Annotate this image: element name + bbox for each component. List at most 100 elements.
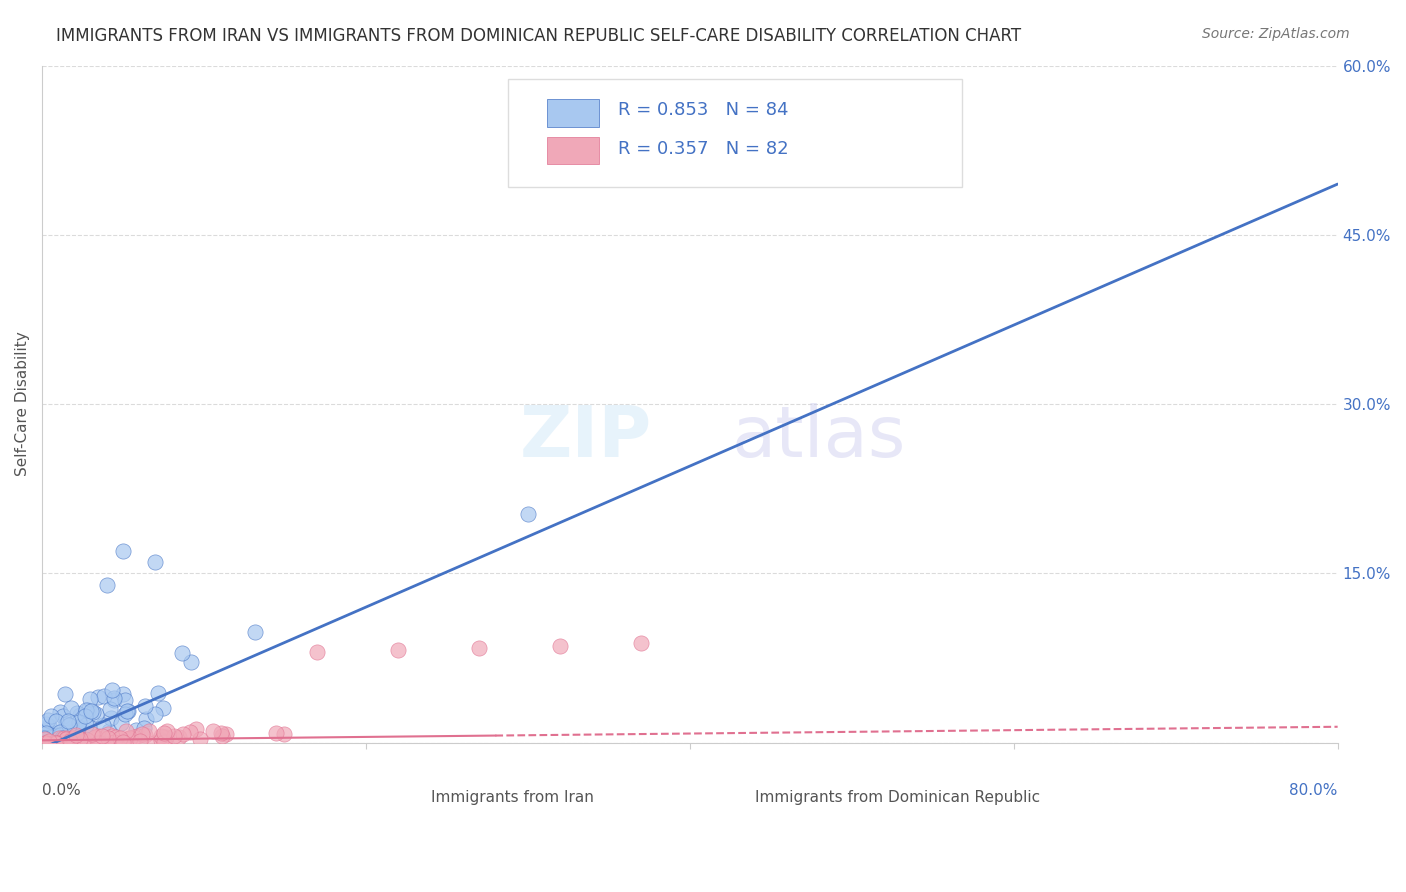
Point <box>111 733 134 747</box>
Point <box>60 731 83 745</box>
Point <box>184 723 207 737</box>
Point <box>67 715 90 730</box>
Point <box>115 732 138 747</box>
Point <box>129 734 152 748</box>
Point <box>39 735 62 749</box>
Point <box>35 735 58 749</box>
Point <box>103 735 125 749</box>
Text: 80.0%: 80.0% <box>1289 783 1337 798</box>
Point <box>87 690 110 704</box>
Point <box>215 727 238 741</box>
Point <box>134 727 156 741</box>
Point <box>84 707 107 722</box>
Point <box>58 725 80 739</box>
FancyBboxPatch shape <box>703 773 735 800</box>
Point <box>114 693 136 707</box>
Point <box>264 726 287 740</box>
Point <box>52 708 75 723</box>
Point <box>103 693 125 707</box>
Point <box>45 735 67 749</box>
Point <box>96 577 118 591</box>
Point <box>101 683 124 698</box>
Point <box>115 724 138 739</box>
Point <box>156 723 179 738</box>
Point <box>62 731 84 746</box>
Point <box>152 726 174 740</box>
Point <box>32 735 55 749</box>
Point <box>112 687 135 701</box>
Point <box>97 723 120 738</box>
Point <box>35 717 58 731</box>
Point <box>60 701 83 715</box>
Point <box>45 714 67 729</box>
Point <box>38 733 60 747</box>
Point <box>38 730 60 744</box>
Point <box>101 729 124 743</box>
Point <box>66 706 89 720</box>
Point <box>46 735 69 749</box>
Point <box>80 727 103 741</box>
Point <box>37 735 59 749</box>
Point <box>59 718 82 732</box>
Point <box>75 709 97 723</box>
Point <box>245 624 267 639</box>
Point <box>32 735 55 749</box>
Point <box>111 543 134 558</box>
Point <box>117 704 139 718</box>
Point <box>65 727 87 741</box>
Point <box>69 731 91 746</box>
Point <box>100 711 122 725</box>
Point <box>41 726 63 740</box>
Point <box>51 735 73 749</box>
Point <box>48 732 70 747</box>
Point <box>104 730 127 744</box>
Text: atlas: atlas <box>733 403 907 473</box>
Point <box>41 735 63 749</box>
Point <box>58 718 80 732</box>
Point <box>32 723 55 738</box>
Point <box>63 735 86 749</box>
Point <box>273 727 295 741</box>
Point <box>53 687 76 701</box>
Point <box>55 717 77 731</box>
Point <box>118 731 141 745</box>
Point <box>48 735 70 749</box>
Point <box>76 733 98 747</box>
Point <box>77 720 100 734</box>
Point <box>89 735 111 749</box>
Text: Immigrants from Iran: Immigrants from Iran <box>430 790 593 805</box>
Point <box>143 707 166 722</box>
Point <box>516 507 538 521</box>
Point <box>307 645 329 659</box>
Point <box>65 725 87 739</box>
Point <box>163 729 186 743</box>
Point <box>167 730 190 744</box>
Point <box>35 723 58 737</box>
Point <box>41 735 63 749</box>
Point <box>152 731 174 745</box>
Point <box>49 706 72 720</box>
Point <box>155 731 177 745</box>
Point <box>211 726 233 740</box>
Point <box>77 703 100 717</box>
Text: IMMIGRANTS FROM IRAN VS IMMIGRANTS FROM DOMINICAN REPUBLIC SELF-CARE DISABILITY : IMMIGRANTS FROM IRAN VS IMMIGRANTS FROM … <box>56 27 1021 45</box>
Point <box>172 646 194 660</box>
Point <box>127 729 149 743</box>
Point <box>90 731 112 745</box>
Point <box>55 731 77 746</box>
Point <box>180 655 202 669</box>
Point <box>75 703 97 717</box>
Point <box>93 689 115 703</box>
Point <box>56 733 79 747</box>
Point <box>32 735 55 749</box>
Point <box>150 729 173 743</box>
Point <box>35 726 58 740</box>
Point <box>32 731 55 745</box>
Point <box>48 731 70 746</box>
Point <box>134 698 156 713</box>
Text: R = 0.853   N = 84: R = 0.853 N = 84 <box>619 101 789 119</box>
Point <box>188 731 211 746</box>
Point <box>79 735 101 749</box>
Point <box>153 735 176 749</box>
Point <box>146 686 169 700</box>
